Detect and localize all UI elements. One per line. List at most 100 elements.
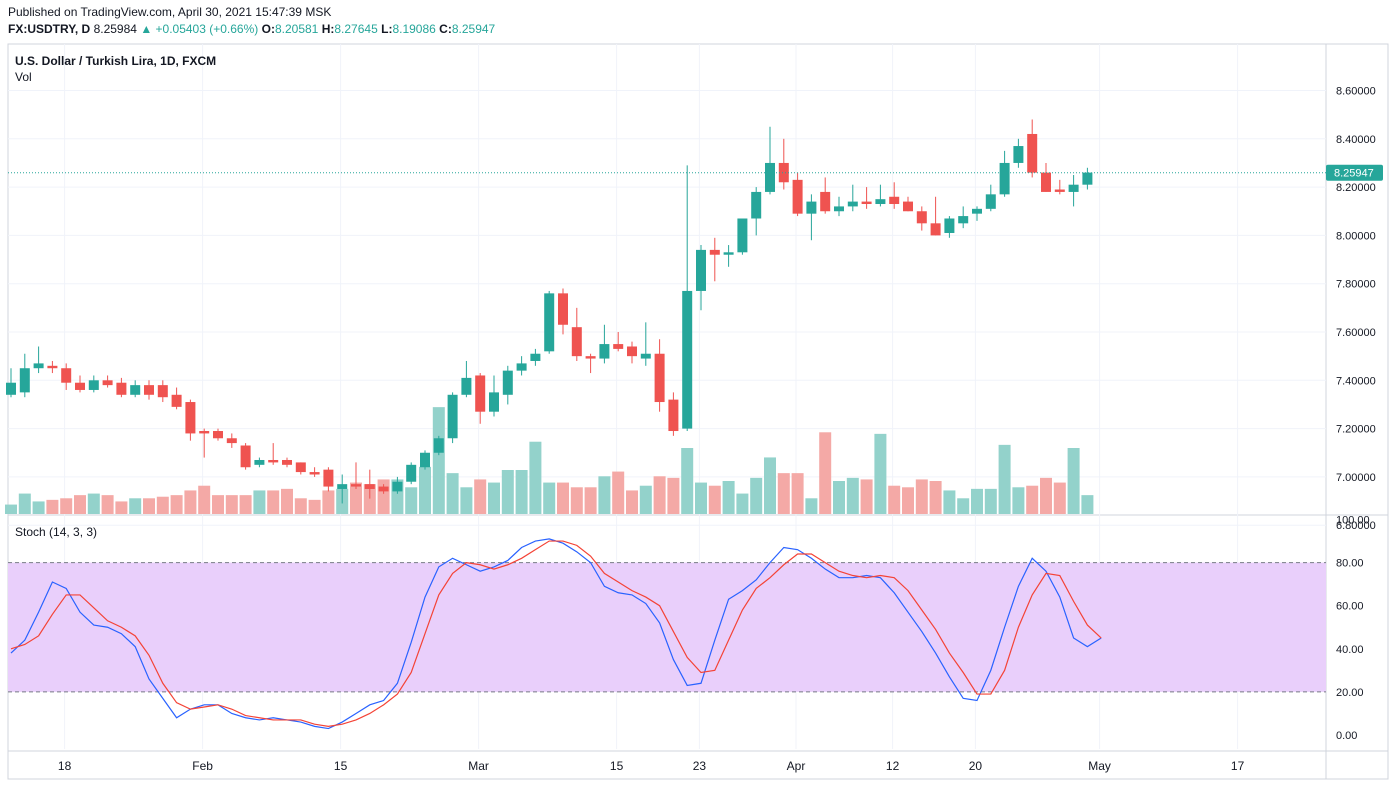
volume-bar: [805, 498, 818, 514]
volume-bar: [474, 479, 487, 514]
volume-bar: [239, 495, 252, 514]
close-value: 8.25947: [451, 22, 496, 36]
candle-body: [433, 438, 444, 453]
volume-bar: [833, 481, 845, 514]
volume-bar: [212, 495, 224, 514]
candle-body: [102, 380, 113, 386]
time-tick-label: 12: [886, 759, 900, 773]
time-tick-label: 20: [969, 759, 983, 773]
candle-body: [226, 438, 237, 444]
candle-body: [268, 459, 279, 463]
volume-bar: [363, 484, 376, 514]
volume-bar: [570, 487, 583, 514]
time-tick-label: Feb: [192, 759, 213, 773]
candle-body: [213, 431, 223, 439]
candle-body: [447, 394, 458, 439]
time-tick-label: 18: [58, 759, 72, 773]
volume-bar: [529, 441, 542, 514]
candle-body: [972, 208, 982, 214]
open-value: 8.20581: [274, 22, 319, 36]
candle-body: [654, 353, 665, 403]
candle-body: [889, 196, 900, 205]
candle-body: [627, 346, 637, 357]
candle-body: [309, 472, 320, 475]
high-value: 8.27645: [334, 22, 378, 36]
volume-bar: [915, 479, 928, 514]
candle-body: [806, 201, 817, 214]
volume-bar: [87, 493, 100, 514]
price-tick-label: 8.00000: [1336, 230, 1376, 242]
candle-body: [820, 191, 831, 212]
candle-body: [530, 353, 541, 361]
time-tick-label: Mar: [468, 759, 489, 773]
candle-body: [75, 382, 85, 390]
candle-body: [240, 445, 251, 468]
price-tick-label: 7.60000: [1336, 327, 1376, 339]
close-label: C:: [439, 22, 452, 36]
candle-body: [88, 380, 99, 390]
candle-body: [157, 385, 168, 398]
chart-frame: [7, 43, 1389, 780]
candle-body: [171, 394, 182, 407]
stoch-tick-label: 0.00: [1336, 730, 1357, 742]
candle-body: [116, 382, 127, 395]
candle-body: [916, 211, 927, 224]
volume-bar: [101, 495, 114, 514]
volume-bar: [943, 490, 956, 514]
stoch-tick-label: 100.00: [1336, 515, 1370, 527]
volume-bar: [488, 482, 500, 514]
candle-body: [378, 486, 389, 492]
candle-body: [599, 344, 610, 359]
volume-bar: [695, 482, 707, 514]
candle-body: [364, 484, 375, 489]
candle-body: [792, 179, 803, 214]
candle-body: [502, 370, 513, 395]
candle-body: [351, 484, 361, 487]
time-tick-label: 23: [693, 759, 707, 773]
candle-body: [295, 462, 306, 473]
price-tick-label: 8.20000: [1336, 182, 1376, 194]
candle-body: [1054, 189, 1065, 192]
candle-body: [1027, 133, 1038, 173]
candle-body: [999, 162, 1010, 195]
volume-bar: [750, 477, 763, 514]
candle-body: [1041, 172, 1051, 192]
volume-bar: [764, 457, 776, 514]
time-tick-label: May: [1088, 759, 1111, 773]
candle-body: [337, 484, 348, 489]
volume-bar: [18, 493, 31, 514]
candle-body: [461, 377, 472, 395]
ohlc-legend: FX:USDTRY, D 8.25984 ▲ +0.05403 (+0.66%)…: [8, 22, 495, 36]
candle-body: [682, 290, 693, 429]
candle-body: [709, 249, 720, 255]
volume-bar: [736, 493, 749, 514]
volume-bar: [860, 479, 873, 514]
candle-body: [1068, 184, 1079, 192]
volume-bar: [460, 487, 473, 514]
volume-bar: [419, 466, 431, 514]
candle-body: [930, 223, 941, 236]
volume-bar: [225, 495, 238, 514]
volume-bar: [626, 490, 638, 514]
candle-body: [585, 356, 596, 359]
price-tick-label: 7.20000: [1336, 424, 1376, 436]
candle-body: [613, 344, 624, 349]
candle-body: [571, 327, 582, 357]
candle-body: [723, 252, 734, 255]
volume-bar: [1081, 495, 1094, 514]
volume-bar: [846, 477, 859, 514]
candle-body: [958, 216, 969, 224]
time-tick-label: 15: [610, 759, 624, 773]
volume-bar: [446, 473, 459, 514]
volume-bar: [722, 481, 735, 514]
volume-bar: [432, 407, 445, 514]
volume-bar: [819, 432, 832, 514]
stoch-tick-label: 80.00: [1336, 558, 1364, 570]
volume-bar: [1012, 487, 1025, 514]
candle-body: [130, 385, 141, 395]
volume-bar: [1067, 448, 1080, 514]
volume-bar: [639, 485, 652, 514]
volume-bar: [557, 482, 569, 514]
volume-bar: [198, 485, 211, 514]
